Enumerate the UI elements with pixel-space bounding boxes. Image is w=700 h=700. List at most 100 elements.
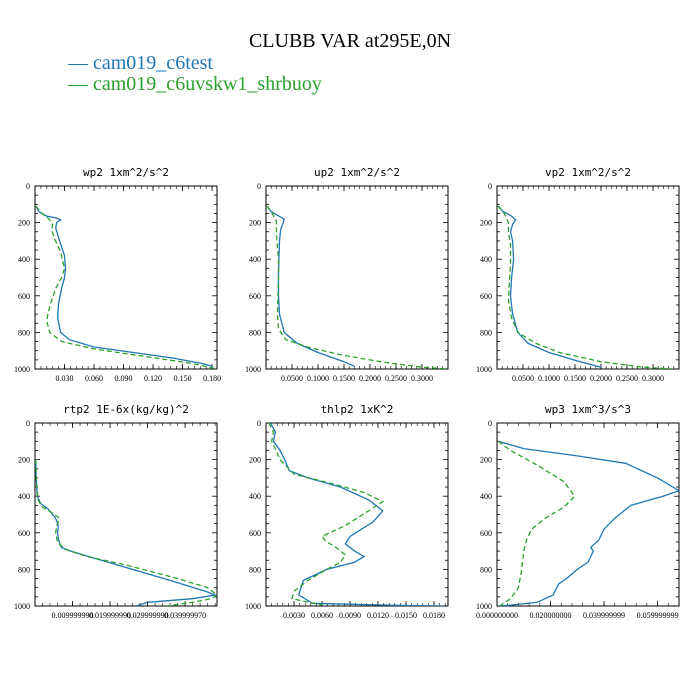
x-tick-label: 0.0060 [311,611,333,620]
x-tick-label: 0.3000 [642,374,664,383]
x-tick-label: 0.0030 [283,611,305,620]
panel-title: up2 1xm^2/s^2 [314,166,400,179]
panel-title: vp2 1xm^2/s^2 [545,166,631,179]
legend-entry-c6uvskw1-shrbuoy: — cam019_c6uvskw1_shrbuoy [68,73,322,95]
y-tick-label: 1000 [245,602,261,611]
x-tick-label: 0.039999999 [583,611,625,620]
x-tick-label: 0.2500 [385,374,407,383]
x-tick-label: 0.020000000 [530,611,572,620]
panel-6: wp3 1xm^3/s^3 0 200 400 600 800 10000.00000000… [476,403,680,620]
x-tick-label: 0.039999970 [164,611,206,620]
x-tick-label: 0.060 [85,374,103,383]
y-tick-label: 0 [488,182,492,191]
panel-5: thlp2 1xK^2 0 200 400 600 800 1000 0.0030 0.0060… [245,403,449,620]
series-line-1 [266,205,355,367]
panel-frame [265,422,449,607]
y-tick-label: 1000 [245,365,261,374]
y-tick-label: 0 [26,419,30,428]
x-tick-label: 0.030 [56,374,74,383]
x-tick-label: 0.0180 [423,611,445,620]
y-tick-label: 400 [18,492,30,501]
panel-title: wp2 1xm^2/s^2 [83,166,169,179]
y-tick-label: 800 [249,565,261,574]
series-line-1 [35,459,217,606]
y-tick-label: 200 [18,219,30,228]
x-tick-label: 0.2500 [616,374,638,383]
y-tick-label: 1000 [14,365,30,374]
x-tick-label: 0.120 [144,374,162,383]
x-tick-label: 0.180 [203,374,221,383]
y-tick-label: 1000 [476,365,492,374]
series-line-1 [498,440,679,606]
series-line-2 [497,440,576,606]
series-line-1 [270,423,444,606]
figure-title: CLUBB VAR at295E,0N [248,30,452,52]
panel-2: up2 1xm^2/s^2 0 200 400 600 800 1000 0.0500 0.10… [245,166,449,383]
y-tick-label: 800 [18,328,30,337]
x-tick-label: 0.3000 [411,374,433,383]
x-tick-label: 0.090 [115,374,133,383]
y-tick-label: 800 [480,565,492,574]
series-line-1 [35,205,213,367]
y-tick-label: 0 [488,419,492,428]
y-tick-label: 200 [480,456,492,465]
x-tick-label: 0.0500 [281,374,303,383]
y-tick-label: 600 [18,292,30,301]
y-tick-label: 600 [18,529,30,538]
x-tick-label: 0.1500 [564,374,586,383]
y-tick-label: 1000 [14,602,30,611]
series-line-2 [266,205,448,369]
y-tick-label: 200 [480,219,492,228]
x-tick-label: 0.2000 [590,374,612,383]
series-line-2 [497,205,674,369]
y-tick-label: 400 [480,492,492,501]
x-tick-label: 0.0090 [339,611,361,620]
series-line-2 [35,459,217,606]
y-tick-label: 600 [249,529,261,538]
panel-frame [34,422,218,607]
y-tick-label: 400 [249,255,261,264]
y-tick-label: 600 [249,292,261,301]
y-tick-label: 800 [18,565,30,574]
x-tick-label: 0.1500 [333,374,355,383]
panel-frame [496,185,680,370]
x-tick-label: 0.2000 [359,374,381,383]
y-tick-label: 400 [249,492,261,501]
x-tick-label: 0.019999990 [89,611,131,620]
x-tick-label: 0.000000000 [476,611,518,620]
series-line-2 [268,423,385,606]
y-tick-label: 400 [480,255,492,264]
x-tick-label: 0.059999999 [637,611,679,620]
panel-1: wp2 1xm^2/s^2 0 200 400 600 800 1000 0.030 0.060… [14,166,221,383]
series-line-2 [35,205,217,369]
y-tick-label: 0 [26,182,30,191]
x-tick-label: 0.0500 [512,374,534,383]
y-tick-label: 1000 [476,602,492,611]
x-tick-label: 0.150 [174,374,192,383]
y-tick-label: 600 [480,292,492,301]
y-tick-label: 600 [480,529,492,538]
x-tick-label: 0.0120 [367,611,389,620]
y-tick-label: 0 [257,182,261,191]
panel-frame [496,422,680,607]
panel-title: rtp2 1E-6x(kg/kg)^2 [63,403,189,416]
y-tick-label: 0 [257,419,261,428]
panel-3: vp2 1xm^2/s^2 0 200 400 600 800 1000 0.0500 0.10… [476,166,680,383]
panel-4: rtp2 1E-6x(kg/kg)^2 0 200 400 600 800 1000 0.00… [14,403,218,620]
y-tick-label: 800 [480,328,492,337]
y-tick-label: 800 [249,328,261,337]
panel-title: wp3 1xm^3/s^3 [545,403,631,416]
legend-entry-c6test: — cam019_c6test [68,52,213,74]
y-tick-label: 200 [249,219,261,228]
series-line-1 [497,205,602,368]
panel-title: thlp2 1xK^2 [321,403,394,416]
x-tick-label: 0.009999990 [52,611,94,620]
y-tick-label: 400 [18,255,30,264]
x-tick-label: 0.029999990 [127,611,169,620]
x-tick-label: 0.1000 [307,374,329,383]
x-tick-label: 0.0150 [395,611,417,620]
x-tick-label: 0.1000 [538,374,560,383]
y-tick-label: 200 [249,456,261,465]
y-tick-label: 200 [18,456,30,465]
